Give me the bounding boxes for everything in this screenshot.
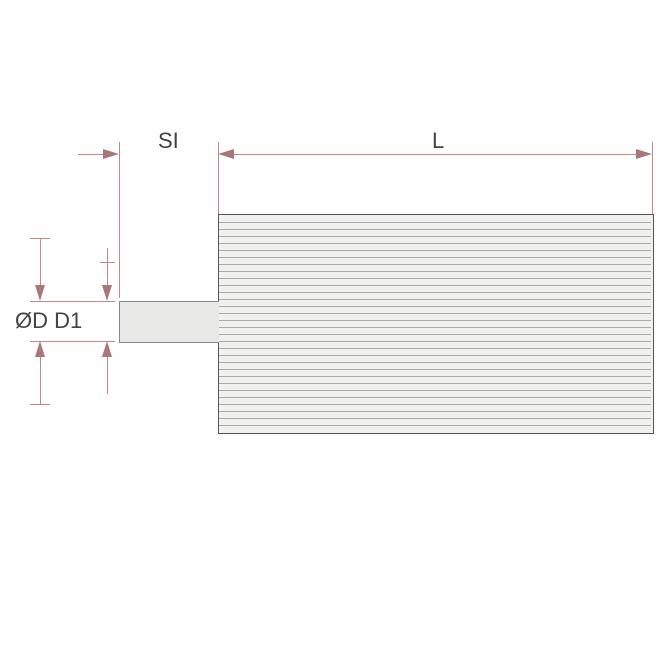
shaft	[119, 301, 219, 343]
ext-sl-left	[119, 142, 120, 298]
dim-d-bot	[40, 357, 41, 404]
arrow-l-right	[636, 149, 652, 159]
d1-tick	[100, 262, 115, 263]
ext-d1-top	[30, 301, 115, 302]
dim-d1-top	[107, 248, 108, 285]
arrow-d-bot	[35, 341, 45, 357]
label-d: ØD D1	[15, 308, 82, 334]
d-cap-top	[30, 238, 50, 239]
arrow-d1-bot	[102, 341, 112, 357]
arrow-d-top	[35, 285, 45, 301]
ext-l-left	[218, 142, 219, 214]
label-sl: SI	[158, 128, 179, 154]
technical-drawing: L SI ØD D1	[0, 0, 670, 670]
arrow-sl-left	[103, 149, 119, 159]
d-cap-bot	[30, 404, 50, 405]
dim-d-top	[40, 238, 41, 285]
main-body	[218, 214, 654, 434]
label-l: L	[432, 128, 444, 154]
arrow-l-left	[218, 149, 234, 159]
ext-l-right	[652, 142, 653, 214]
dim-line-sl-left	[78, 154, 103, 155]
dim-d1-bot	[107, 357, 108, 394]
arrow-d1-top	[102, 285, 112, 301]
dim-line-l	[234, 154, 636, 155]
